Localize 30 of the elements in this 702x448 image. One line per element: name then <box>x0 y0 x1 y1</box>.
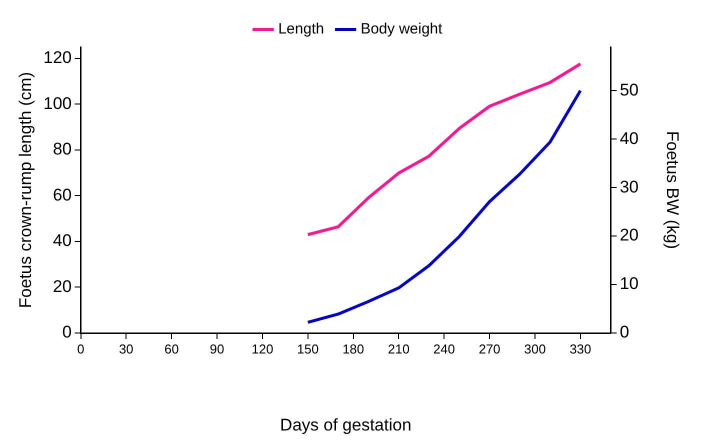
y2-tick-label: 10 <box>620 274 639 294</box>
y-tick-label: 80 <box>52 140 72 159</box>
y2-axis-title: Foetus BW (kg) <box>663 130 682 250</box>
y-tick-label: 120 <box>43 48 72 68</box>
y2-tick-label: 40 <box>620 128 639 148</box>
legend-label: Body weight <box>360 20 444 38</box>
legend-label: Length <box>278 20 324 38</box>
x-tick-label: 180 <box>342 341 364 356</box>
y2-tick-label: 0 <box>620 322 630 342</box>
y2-tick-label: 20 <box>620 226 639 245</box>
x-tick-label: 120 <box>252 341 274 356</box>
y2-tick-label: 30 <box>620 177 639 196</box>
x-tick-label: 330 <box>570 341 592 356</box>
x-tick-label: 30 <box>118 341 134 356</box>
x-tick-label: 300 <box>524 341 546 356</box>
x-tick-label: 60 <box>164 341 179 356</box>
y-tick-label: 60 <box>52 185 72 204</box>
y2-tick-label: 50 <box>620 80 639 100</box>
y-axis-title: Foetus crown-rump length (cm) <box>16 72 35 308</box>
x-tick-label: 90 <box>210 341 224 356</box>
x-tick-label: 0 <box>77 341 84 356</box>
x-tick-label: 210 <box>388 341 410 356</box>
y-tick-label: 20 <box>52 276 72 296</box>
x-tick-label: 150 <box>297 341 319 356</box>
x-tick-label: 240 <box>433 341 455 356</box>
x-tick-label: 270 <box>478 341 500 356</box>
x-axis-title: Days of gestation <box>280 415 412 434</box>
y-tick-label: 0 <box>62 322 72 342</box>
y-tick-label: 100 <box>43 94 72 113</box>
y-tick-label: 40 <box>52 231 72 250</box>
